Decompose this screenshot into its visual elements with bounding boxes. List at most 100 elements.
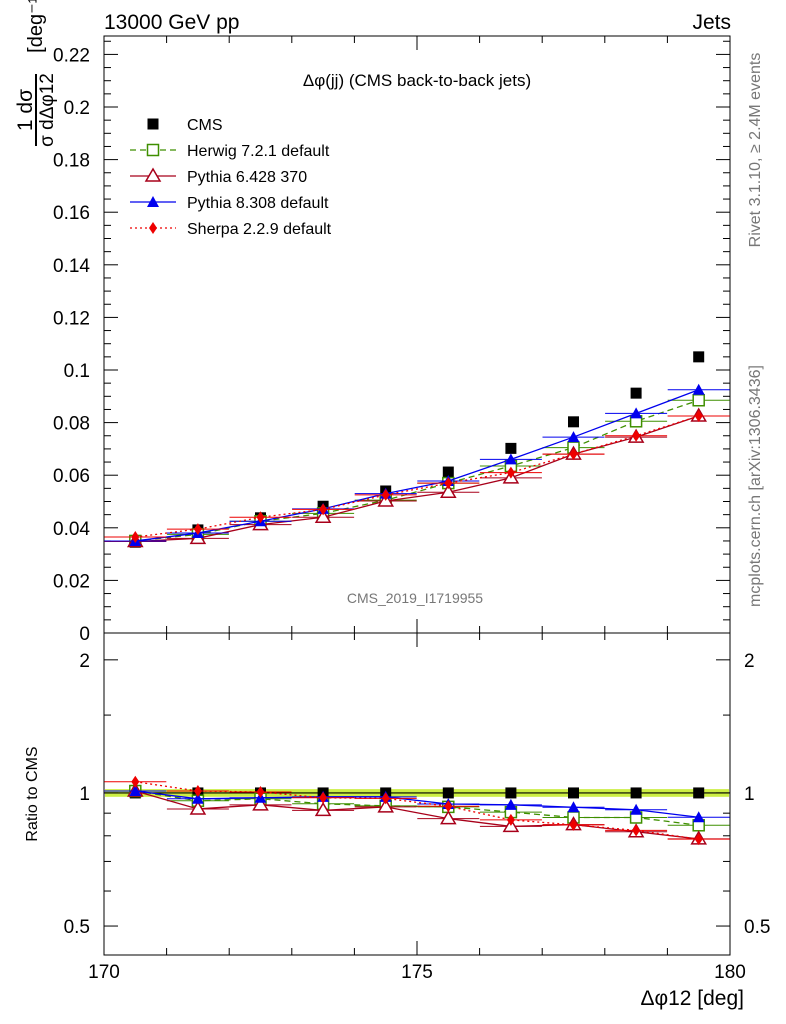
- legend-marker-cms: [147, 118, 159, 130]
- ratio-point-pythia8: [504, 798, 517, 810]
- main-point-pythia8: [504, 453, 517, 465]
- main-point-sherpa: [444, 477, 453, 490]
- ratio-point-pythia8: [191, 792, 204, 804]
- y-label-fraction-numerator: 1 dσ: [14, 89, 37, 131]
- main-point-cms: [442, 466, 454, 478]
- ratio-point-pythia6: [377, 798, 395, 813]
- legend-item-pythia8: Pythia 8.308 default: [130, 195, 329, 212]
- ratio-point-sherpa: [193, 785, 202, 798]
- legend-label-cms: CMS: [187, 117, 223, 134]
- main-y-tick-label: 0.14: [53, 256, 90, 277]
- main-point-sherpa: [131, 531, 140, 544]
- ratio-point-pythia8: [692, 811, 705, 823]
- main-y-tick-label: 0.1: [64, 361, 90, 382]
- main-point-pythia6: [439, 483, 457, 499]
- ratio-point-pythia6: [252, 796, 269, 811]
- ratio-point-sherpa: [506, 813, 515, 826]
- main-point-sherpa: [632, 429, 641, 442]
- main-series-pythia8: [104, 383, 730, 546]
- main-point-sherpa: [381, 488, 390, 501]
- main-point-cms: [568, 416, 579, 428]
- ratio-y-tick-label-right: 2: [744, 651, 755, 672]
- legend-item-herwig: Herwig 7.2.1 default: [130, 143, 330, 160]
- ratio-point-pythia8: [567, 801, 580, 813]
- ratio-point-sherpa: [569, 818, 578, 831]
- main-point-pythia8: [567, 431, 580, 443]
- main-point-sherpa: [319, 503, 328, 516]
- x-tick-label: 175: [401, 962, 433, 983]
- y-label-unit: [deg⁻¹]: [25, 0, 47, 53]
- ratio-point-pythia8: [129, 785, 142, 797]
- main-point-pythia8: [692, 383, 705, 395]
- ratio-y-tick-label-right: 0.5: [744, 917, 770, 938]
- legend-item-pythia6: Pythia 6.428 370: [130, 167, 307, 186]
- legend-item-cms: CMS: [147, 117, 223, 134]
- main-y-tick-label: 0.02: [53, 571, 90, 592]
- ratio-y-tick-label-right: 1: [744, 784, 755, 805]
- ratio-point-cms: [630, 787, 642, 799]
- main-series-sherpa: [104, 410, 730, 544]
- ratio-y-tick-label: 0.5: [64, 917, 90, 938]
- header-right: Jets: [692, 11, 731, 34]
- x-tick-label: 180: [714, 962, 746, 983]
- main-y-tick-label: 0.16: [53, 203, 90, 224]
- ratio-point-pythia6: [189, 800, 207, 815]
- ratio-point-cms: [693, 787, 705, 799]
- legend-item-sherpa: Sherpa 2.2.9 default: [130, 221, 332, 238]
- main-line-pythia6: [135, 415, 699, 543]
- legend-label-pythia6: Pythia 6.428 370: [187, 169, 307, 186]
- main-point-cms: [630, 387, 642, 399]
- ratio-y-tick-label: 1: [79, 784, 90, 805]
- y-label-fraction-denominator: σ dΔφ12: [37, 73, 58, 147]
- main-y-tick-label: 0.08: [53, 414, 90, 435]
- main-point-herwig: [692, 393, 705, 407]
- main-y-tick-label: 0.06: [53, 466, 90, 487]
- main-y-tick-label: 0.04: [53, 519, 90, 540]
- ratio-point-sherpa: [319, 791, 328, 804]
- ratio-point-sherpa: [256, 785, 265, 798]
- legend-label-sherpa: Sherpa 2.2.9 default: [187, 221, 332, 238]
- main-point-pythia8: [630, 407, 643, 419]
- main-point-cms: [693, 351, 705, 363]
- main-point-sherpa: [506, 466, 515, 479]
- ratio-point-sherpa: [694, 833, 703, 846]
- main-point-pythia6: [314, 508, 332, 524]
- main-y-tick-label: 0.22: [53, 45, 90, 66]
- legend-label-herwig: Herwig 7.2.1 default: [187, 143, 330, 160]
- main-y-tick-label: 0.2: [64, 98, 90, 119]
- ratio-line-herwig: [135, 790, 699, 826]
- ratio-line-pythia6: [135, 790, 699, 840]
- main-line-sherpa: [135, 415, 699, 538]
- ratio-point-pythia6: [439, 810, 457, 825]
- legend-marker-herwig: [146, 143, 160, 157]
- x-axis-label: Δφ12 [deg]: [640, 987, 744, 1010]
- legend-marker-pythia8: [147, 196, 159, 207]
- main-point-sherpa: [569, 448, 578, 461]
- main-y-tick-label: 0: [79, 624, 90, 645]
- ratio-point-sherpa: [444, 800, 453, 813]
- header-left: 13000 GeV pp: [104, 11, 239, 34]
- main-y-tick-label: 0.12: [53, 308, 90, 329]
- legend-marker-sherpa: [149, 222, 157, 234]
- plot-title: Δφ(jj) (CMS back-to-back jets): [303, 71, 531, 90]
- mcplots-label: mcplots.cern.ch [arXiv:1306.3436]: [747, 365, 764, 607]
- main-line-pythia8: [135, 389, 699, 542]
- rivet-label: Rivet 3.1.10, ≥ 2.4M events: [747, 53, 764, 248]
- ratio-point-cms: [568, 787, 579, 799]
- main-y-label: 1 dσ σ dΔφ12 [deg⁻¹]: [14, 0, 58, 147]
- ratio-y-tick-label: 2: [79, 651, 90, 672]
- x-tick-label: 170: [88, 962, 120, 983]
- ratio-y-label: Ratio to CMS: [24, 746, 41, 841]
- analysis-id: CMS_2019_I1719955: [347, 590, 483, 606]
- main-point-sherpa: [256, 511, 265, 524]
- ratio-point-cms: [442, 787, 454, 799]
- ratio-point-sherpa: [632, 824, 641, 837]
- main-series-cms: [129, 351, 705, 548]
- ratio-point-pythia6: [314, 801, 332, 817]
- legend-marker-pythia6: [144, 167, 162, 182]
- ratio-point-sherpa: [381, 792, 390, 805]
- ratio-point-pythia8: [630, 803, 643, 815]
- legend-label-pythia8: Pythia 8.308 default: [187, 195, 329, 212]
- main-y-tick-label: 0.18: [53, 151, 90, 172]
